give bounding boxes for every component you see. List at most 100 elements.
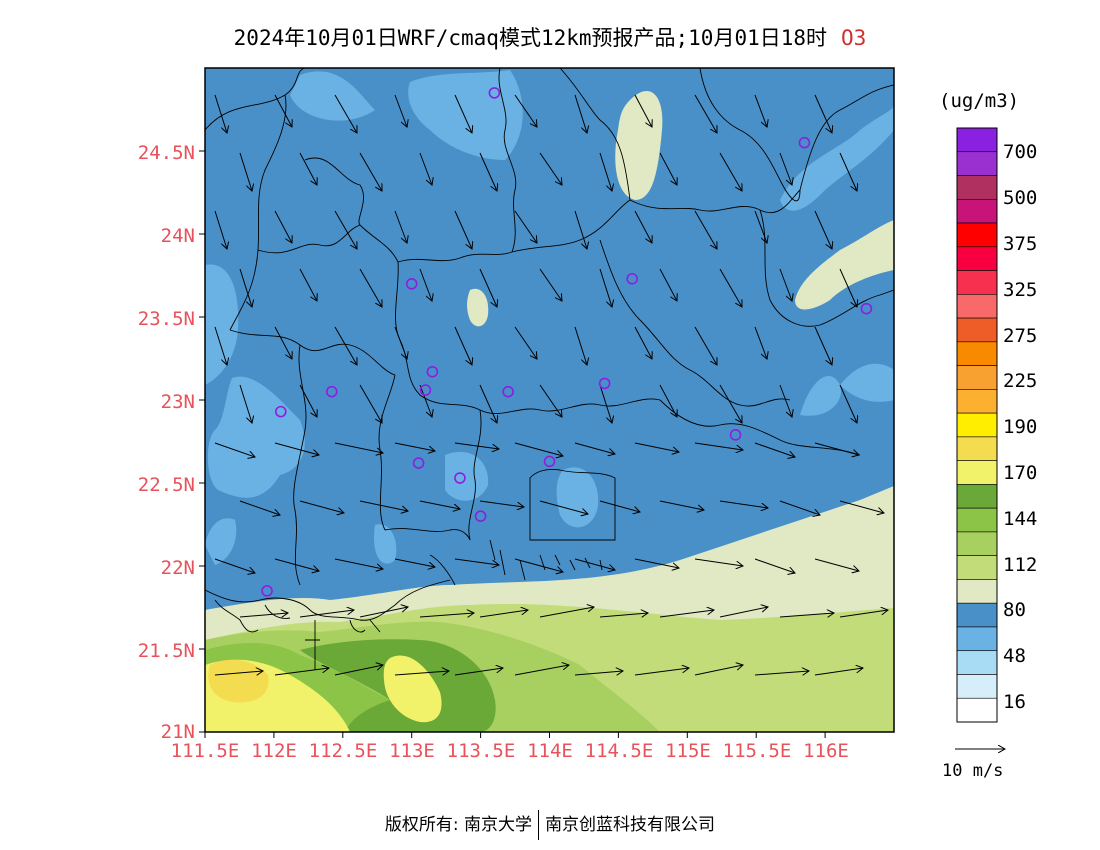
legend-label: 48: [1003, 645, 1026, 667]
wind-vector: [634, 668, 689, 676]
station-marker: [274, 405, 287, 418]
lon-tick-label: 114E: [527, 740, 573, 762]
legend-swatch: [956, 531, 998, 556]
wind-vector: [454, 558, 499, 565]
wind-vector: [419, 152, 432, 185]
legend-swatch: [956, 317, 998, 343]
wind-vector: [779, 613, 834, 617]
wind-vector: [334, 326, 357, 365]
wind-vector: [274, 668, 329, 676]
wind-vector: [214, 671, 263, 675]
station-markers: [261, 87, 873, 597]
legend-swatch: [956, 602, 998, 628]
station-marker: [488, 87, 501, 99]
wind-vector: [694, 326, 717, 365]
station-marker: [419, 384, 432, 396]
station-marker: [626, 273, 638, 285]
station-marker: [405, 277, 418, 290]
wind-vector: [539, 268, 562, 301]
station-marker: [543, 455, 556, 468]
wind-vector: [814, 210, 832, 249]
wind-vector: [274, 326, 292, 359]
wind-vector: [394, 94, 407, 127]
wind-vector: [454, 326, 472, 365]
legend-swatch: [956, 484, 998, 509]
wind-vector: [754, 442, 795, 457]
wind-vector: [574, 210, 587, 249]
station-marker: [261, 585, 273, 597]
legend-swatch: [956, 674, 998, 699]
wind-vector: [479, 384, 497, 423]
wind-vector: [754, 558, 795, 573]
wind-vector: [754, 210, 767, 243]
wind-vector: [659, 610, 714, 618]
legend-swatch: [956, 198, 998, 224]
wind-vectors: [214, 94, 888, 676]
station-marker: [426, 365, 439, 378]
wind-vector: [514, 94, 537, 127]
legend-swatch: [956, 555, 998, 580]
wind-vector: [599, 384, 612, 423]
wind-vector: [214, 326, 227, 365]
legend-swatch: [956, 294, 998, 319]
wind-vector: [454, 210, 472, 249]
station-marker: [325, 385, 338, 398]
wind-vector: [779, 500, 820, 515]
legend-label: 700: [1003, 141, 1038, 163]
wind-vector: [514, 558, 563, 572]
legend-swatch: [956, 365, 998, 390]
concentration-field: [205, 68, 894, 732]
wind-vector: [574, 671, 623, 675]
wind-vector: [359, 384, 382, 423]
wind-vector: [359, 607, 408, 618]
wind-vector: [719, 607, 768, 618]
wind-vector: [574, 326, 587, 365]
wind-vector: [719, 384, 742, 423]
wind-vector: [479, 268, 497, 307]
wind-vector: [754, 326, 767, 359]
legend-swatch: [956, 697, 998, 723]
legend-units: (ug/m3): [939, 90, 1020, 112]
wind-vector: [694, 94, 717, 133]
footer-owner: 版权所有: 南京大学: [384, 815, 533, 835]
station-marker: [860, 302, 873, 315]
wind-vector: [239, 384, 252, 423]
wind-vector: [274, 94, 292, 127]
wind-vector: [814, 558, 859, 571]
wind-vector: [694, 210, 717, 249]
wind-vector: [394, 671, 449, 675]
wind-vector: [634, 558, 679, 568]
wind-vector: [214, 210, 227, 249]
wind-vector: [299, 268, 317, 301]
wind-vector: [419, 500, 460, 509]
legend-swatch: [956, 650, 998, 675]
wind-vector: [574, 94, 587, 133]
legend-swatch: [956, 222, 998, 248]
wind-vector: [359, 152, 382, 191]
wind-vector: [214, 558, 255, 573]
legend-label: 375: [1003, 233, 1038, 255]
wind-vector: [274, 558, 319, 571]
wind-vector: [659, 268, 677, 301]
wind-vector: [514, 665, 569, 676]
legend-swatch: [956, 175, 998, 200]
lon-tick-label: 112E: [251, 740, 297, 762]
legend-swatch: [956, 460, 998, 485]
wind-vector: [514, 210, 537, 243]
wind-vector: [334, 442, 383, 453]
wind-vector: [299, 152, 317, 185]
wind-vector: [454, 94, 472, 133]
lat-tick-label: 22.5N: [137, 474, 195, 496]
wind-vector: [239, 613, 288, 617]
station-marker: [502, 385, 514, 398]
wind-vector: [454, 442, 499, 449]
wind-vector: [334, 94, 357, 133]
wind-vector: [839, 610, 888, 618]
wind-vector: [514, 442, 563, 456]
legend-label: 144: [1003, 508, 1038, 530]
wind-vector: [334, 210, 357, 249]
wind-vector: [694, 665, 743, 676]
legend-label: 190: [1003, 416, 1038, 438]
wind-vector: [334, 665, 383, 676]
